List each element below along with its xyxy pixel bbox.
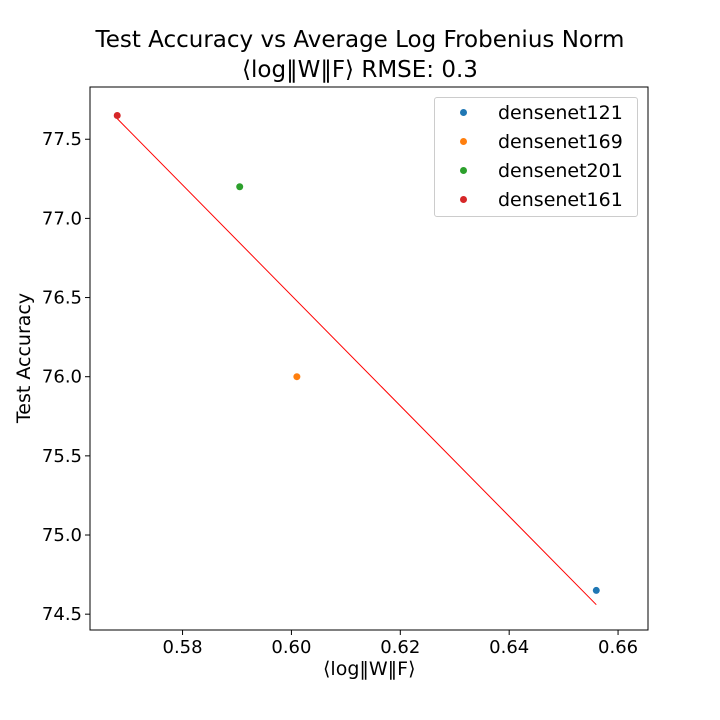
x-tick-label: 0.60	[271, 637, 311, 658]
data-point-densenet169	[293, 373, 301, 381]
legend-marker-icon	[460, 138, 467, 145]
y-tick-label: 77.0	[42, 208, 82, 229]
axis-ticks: 0.58 0.60 0.62 0.64 0.66 74.5 75.0 75.5 76.0 76.5…	[42, 129, 638, 658]
data-point-densenet121	[592, 586, 600, 594]
data-point-densenet161	[113, 111, 121, 119]
legend-marker-icon	[460, 167, 467, 174]
x-tick-label: 0.64	[489, 637, 529, 658]
chart-title: Test Accuracy vs Average Log Frobenius N…	[95, 27, 625, 53]
y-tick-label: 74.5	[42, 604, 82, 625]
plot-frame	[89, 86, 649, 631]
legend: densenet121 densenet169 densenet201 dens…	[434, 97, 638, 217]
legend-marker-icon	[460, 196, 467, 203]
x-tick-label: 0.66	[598, 637, 638, 658]
data-points	[113, 111, 600, 594]
x-tick-label: 0.62	[380, 637, 420, 658]
y-tick-label: 77.5	[42, 129, 82, 150]
chart-subtitle: ⟨log‖W‖F⟩ RMSE: 0.3	[242, 57, 478, 83]
regression-line	[116, 118, 597, 606]
y-tick-label: 76.5	[42, 288, 82, 309]
x-axis-title: ⟨log‖W‖F⟩	[323, 658, 416, 680]
y-tick-label: 75.0	[42, 525, 82, 546]
x-tick-label: 0.58	[163, 637, 203, 658]
y-tick-label: 75.5	[42, 446, 82, 467]
data-point-densenet201	[236, 183, 244, 191]
fit-line-group	[116, 118, 597, 606]
legend-marker-icon	[460, 109, 467, 116]
y-axis-title: Test Accuracy	[13, 292, 35, 424]
y-tick-label: 76.0	[42, 367, 82, 388]
